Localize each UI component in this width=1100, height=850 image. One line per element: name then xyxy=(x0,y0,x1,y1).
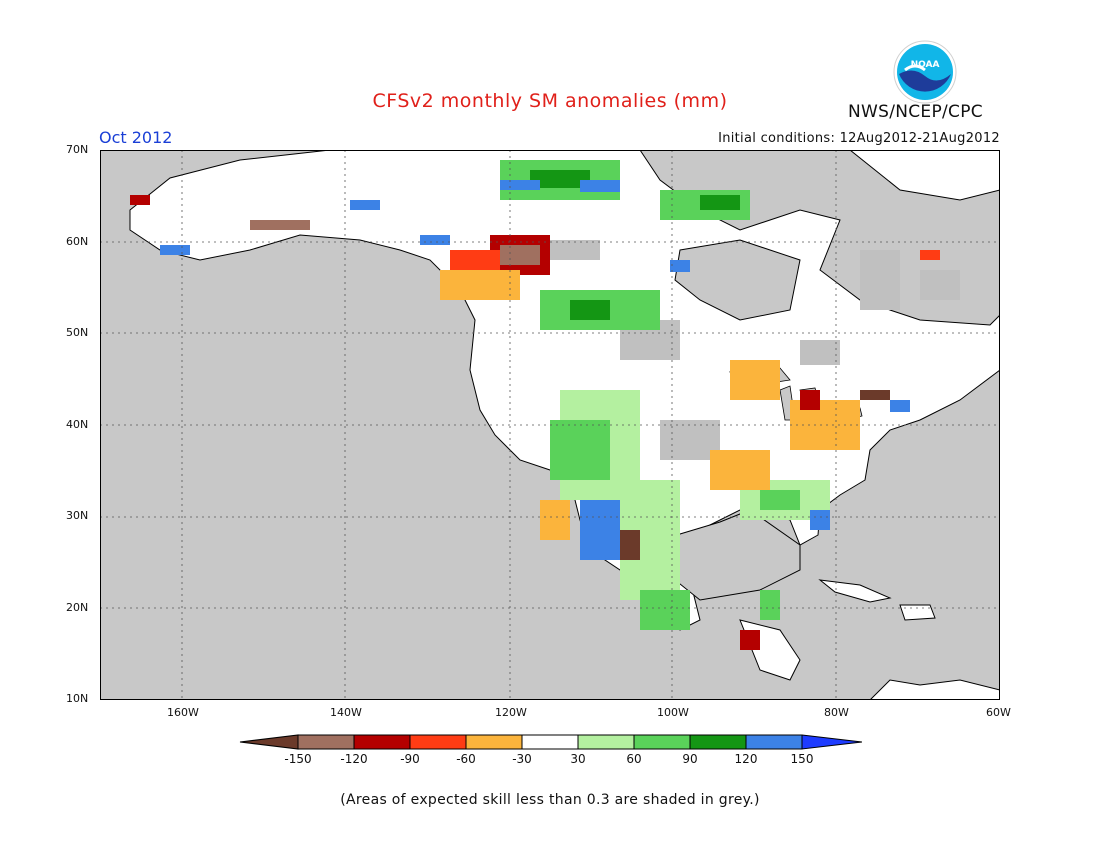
anomaly-map xyxy=(100,150,1000,700)
noaa-logo-text: NOAA xyxy=(911,60,940,70)
colorbar-box xyxy=(409,734,467,750)
colorbar-box xyxy=(801,734,862,750)
lat-label: 30N xyxy=(66,509,89,522)
colorbar-legend: -150 -120 -90 -60 -30 30 60 90 120 150 xyxy=(239,734,862,766)
forecast-month: Oct 2012 xyxy=(99,128,173,147)
footnote: (Areas of expected skill less than 0.3 a… xyxy=(340,792,760,808)
colorbar-tick-label: -120 xyxy=(340,752,367,766)
colorbar-box xyxy=(521,734,579,750)
lon-label: 60W xyxy=(986,706,1011,719)
hudson-bay xyxy=(674,239,801,321)
lat-label: 50N xyxy=(66,326,89,339)
colorbar-box xyxy=(689,734,747,750)
colorbar-labels: -150 -120 -90 -60 -30 30 60 90 120 150 xyxy=(284,752,813,766)
colorbar-tick-label: -60 xyxy=(456,752,476,766)
colorbar-box xyxy=(633,734,691,750)
initial-conditions: Initial conditions: 12Aug2012-21Aug2012 xyxy=(718,131,1000,146)
colorbar-box xyxy=(577,734,635,750)
colorbar-box xyxy=(465,734,523,750)
colorbar-tick-label: 30 xyxy=(570,752,585,766)
lat-label: 40N xyxy=(66,418,89,431)
lon-label: 100W xyxy=(657,706,689,719)
lon-label: 80W xyxy=(824,706,849,719)
noaa-logo: NOAA xyxy=(893,40,957,104)
colorbar-boxes xyxy=(239,734,862,750)
colorbar-box xyxy=(745,734,803,750)
lat-label: 70N xyxy=(66,143,89,156)
agency-label: NWS/NCEP/CPC xyxy=(848,102,983,122)
colorbar-tick-label: -150 xyxy=(284,752,311,766)
graticule xyxy=(100,150,1000,700)
map-title: CFSv2 monthly SM anomalies (mm) xyxy=(372,90,728,112)
colorbar-box xyxy=(239,734,299,750)
colorbar-tick-label: -30 xyxy=(512,752,532,766)
lat-label: 60N xyxy=(66,235,89,248)
lat-label: 20N xyxy=(66,601,89,614)
lon-label: 160W xyxy=(167,706,199,719)
lat-label: 10N xyxy=(66,692,89,705)
lon-label: 120W xyxy=(495,706,527,719)
colorbar-tick-label: 150 xyxy=(791,752,814,766)
colorbar-box xyxy=(297,734,355,750)
colorbar-tick-label: 120 xyxy=(735,752,758,766)
gulf-of-mexico xyxy=(659,509,801,601)
lon-label: 140W xyxy=(330,706,362,719)
colorbar-tick-label: -90 xyxy=(400,752,420,766)
colorbar-tick-label: 60 xyxy=(626,752,641,766)
anomaly-cells xyxy=(130,160,940,650)
colorbar-tick-label: 90 xyxy=(682,752,697,766)
colorbar-box xyxy=(353,734,411,750)
